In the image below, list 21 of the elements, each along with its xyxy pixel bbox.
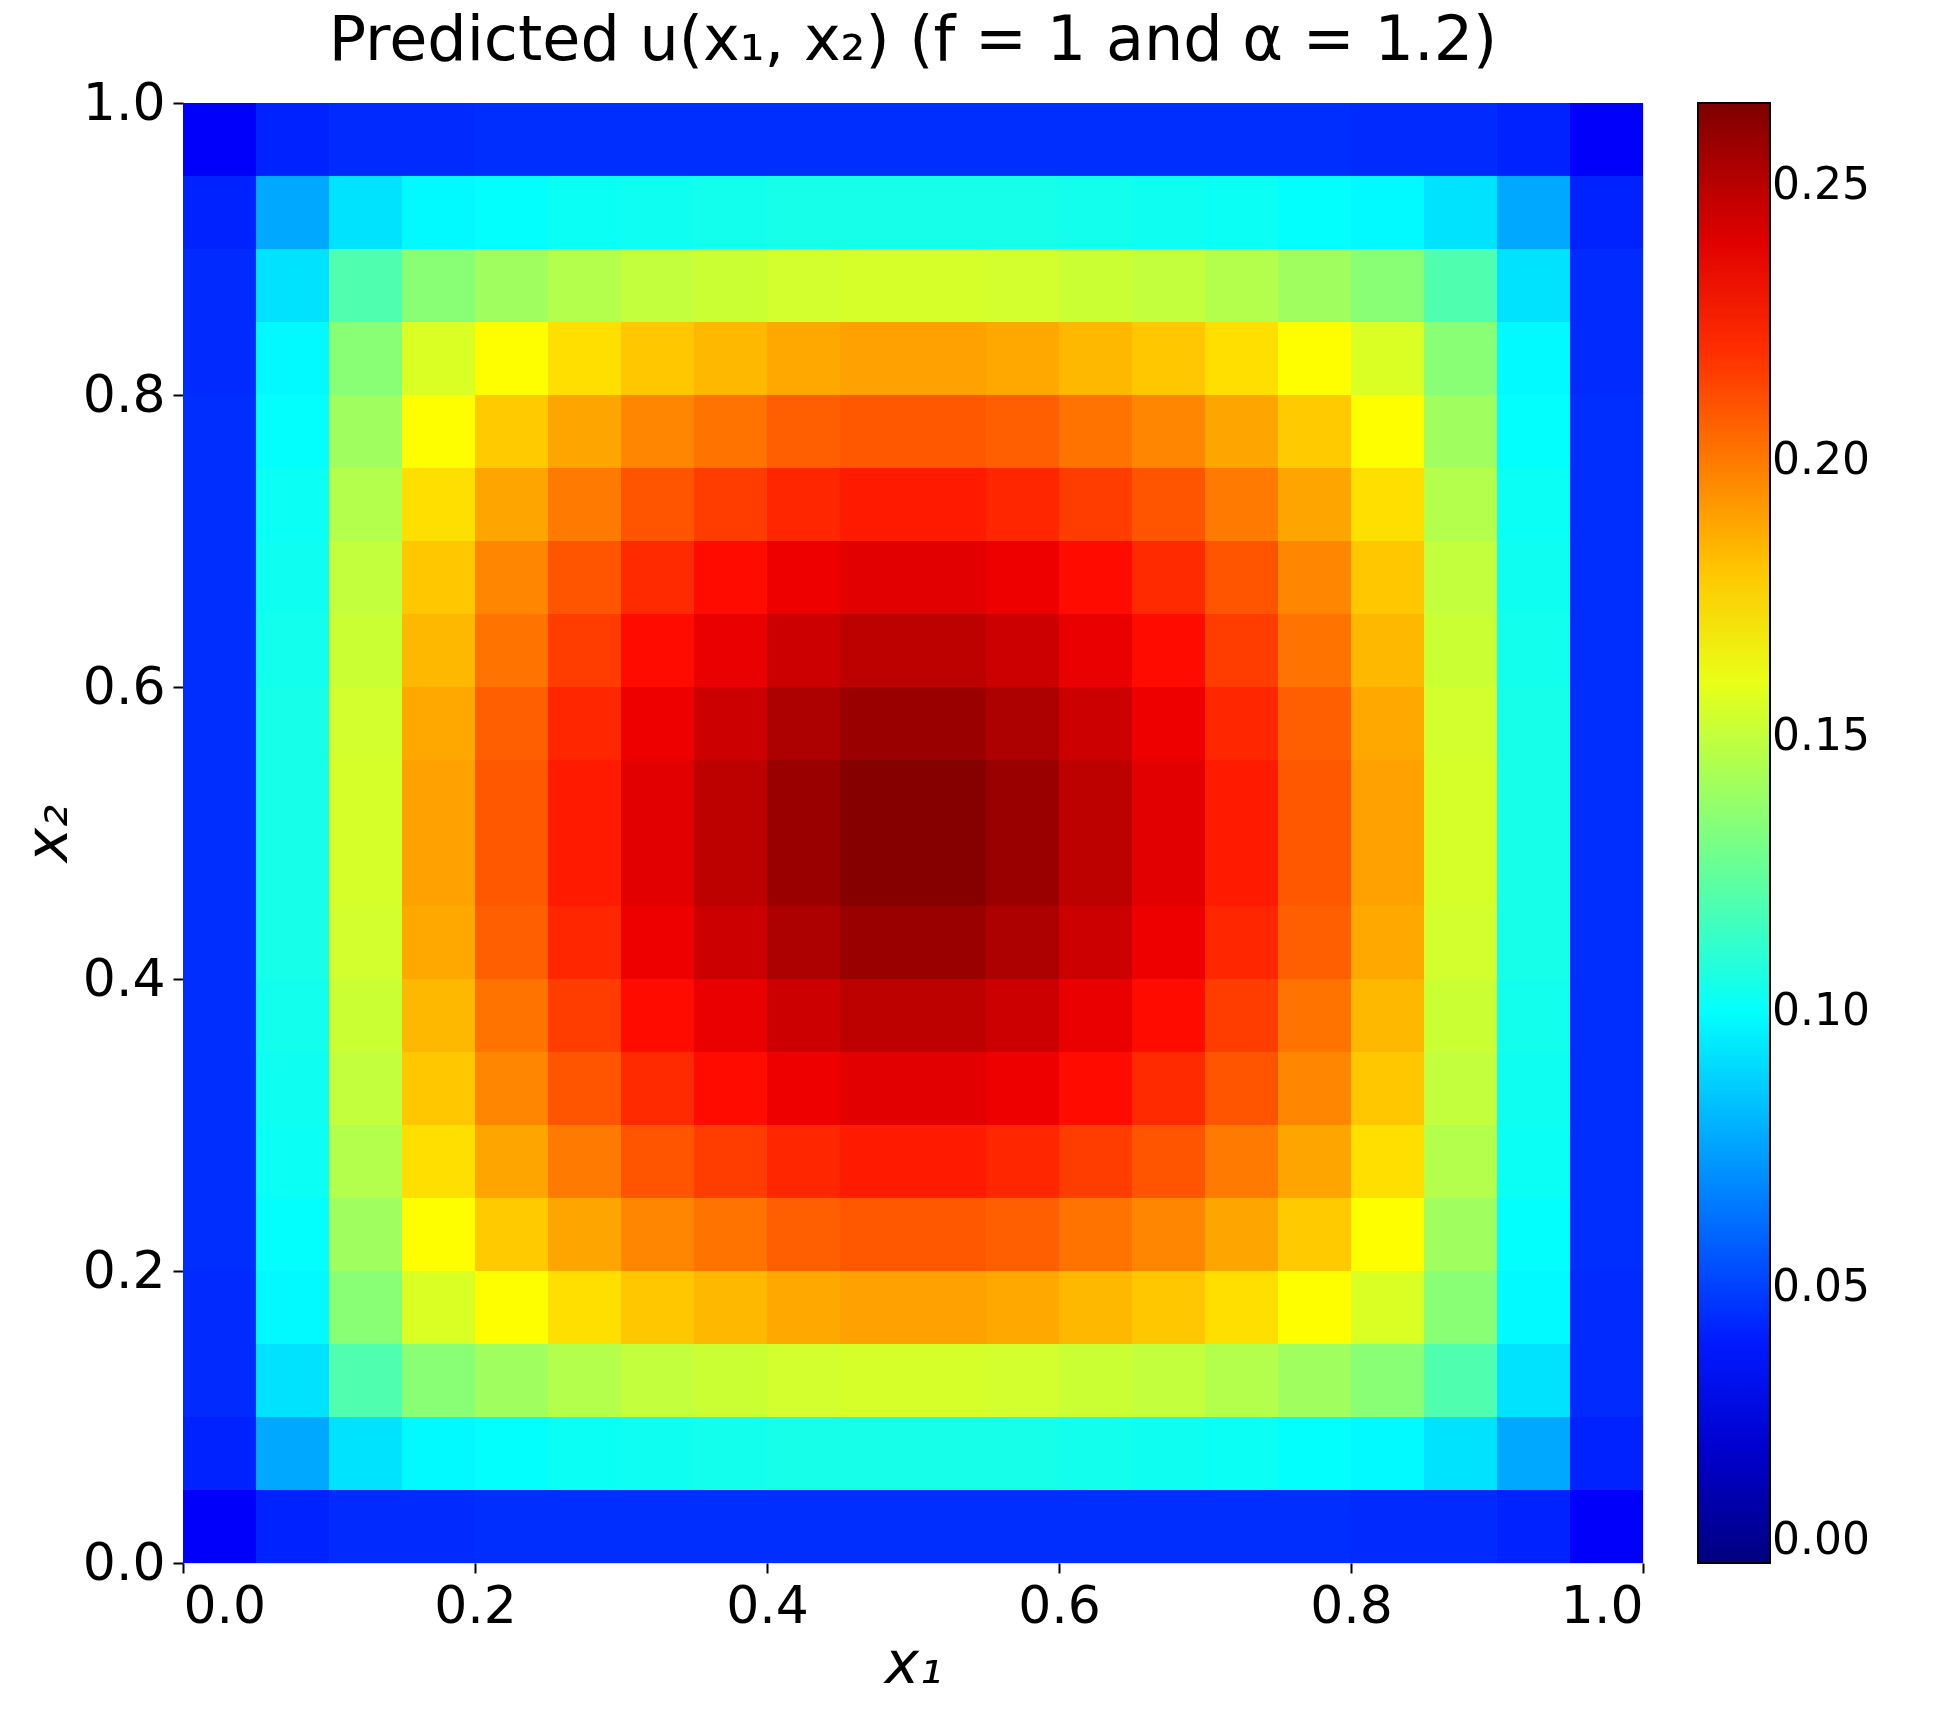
y-tick-label: 0.4 bbox=[82, 947, 166, 1008]
color-bar-label: 0.20 bbox=[1772, 433, 1870, 485]
x-tick-label: 0.0 bbox=[183, 1574, 267, 1635]
color-bar-label: 0.05 bbox=[1772, 1259, 1870, 1311]
y-tick-label: 0.6 bbox=[82, 655, 166, 716]
y-tick-label: 0.0 bbox=[82, 1531, 166, 1592]
x-tick-label: 1.0 bbox=[1560, 1574, 1644, 1635]
color-bar-label: 0.25 bbox=[1772, 157, 1870, 209]
color-bar-label: 0.00 bbox=[1772, 1513, 1870, 1564]
y-axis-title: x₂ bbox=[12, 804, 81, 865]
y-tick-label: 0.8 bbox=[82, 363, 166, 424]
color-bar-label: 0.15 bbox=[1772, 708, 1870, 760]
x-tick-label: 0.6 bbox=[1018, 1574, 1101, 1635]
y-tick-label: 0.2 bbox=[82, 1239, 166, 1300]
x-tick-label: 0.4 bbox=[726, 1574, 809, 1635]
color-bar-label: 0.10 bbox=[1772, 984, 1870, 1036]
x-axis-title: x₁ bbox=[882, 1628, 943, 1697]
x-tick-label: 0.2 bbox=[434, 1574, 517, 1635]
chart-title: Predicted u(x₁, x₂) (f = 1 and α = 1.2) bbox=[328, 2, 1498, 75]
x-tick-label: 0.8 bbox=[1310, 1574, 1393, 1635]
y-tick-label: 1.0 bbox=[82, 71, 166, 132]
